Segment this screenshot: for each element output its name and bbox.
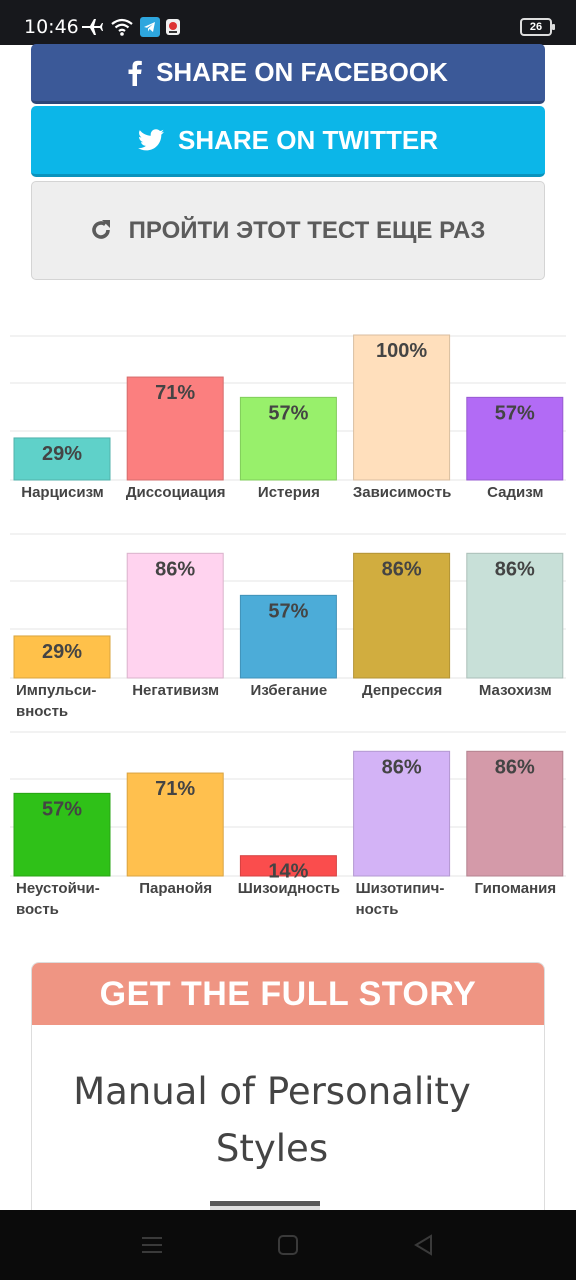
bar <box>126 376 224 481</box>
data-label: 14% <box>268 861 308 883</box>
bar <box>353 334 451 481</box>
chart-3-svg: 57% 71% 14% 86% 86% <box>10 731 566 883</box>
full-story-header: GET THE FULL STORY <box>32 963 544 1025</box>
data-label: 57% <box>495 402 535 424</box>
data-label: 57% <box>268 402 308 424</box>
home-icon[interactable] <box>276 1234 300 1256</box>
bar <box>466 396 564 481</box>
status-bar: 10:46 26 <box>0 0 576 45</box>
facebook-icon <box>128 60 142 86</box>
bar <box>466 750 564 877</box>
bar <box>13 437 111 481</box>
category-label: Шизоидность <box>237 880 340 897</box>
category-label: Мазохизм <box>478 682 552 699</box>
bar <box>239 396 337 481</box>
data-label: 86% <box>495 558 535 580</box>
chart-2: 29% 86% 57% 86% 86% Импульси-вность Негативиз… <box>10 518 566 720</box>
menu-icon[interactable] <box>140 1234 164 1256</box>
category-label: Диссоциация <box>125 484 226 501</box>
bar <box>466 552 564 679</box>
refresh-icon <box>89 218 113 242</box>
chart-2-svg: 29% 86% 57% 86% 86% <box>10 533 566 679</box>
share-facebook-label: SHARE ON FACEBOOK <box>156 57 448 87</box>
data-label: 100% <box>376 340 427 362</box>
wifi-icon <box>110 17 134 37</box>
data-label: 86% <box>382 558 422 580</box>
airplane-mode-icon <box>80 17 104 37</box>
bar <box>13 792 111 877</box>
back-icon[interactable] <box>412 1234 436 1256</box>
bar <box>126 772 224 877</box>
chart-1: 29% 71% 57% 100% 57% Нарцисизм Диссоциация Ист… <box>10 320 566 520</box>
category-label: Паранойя <box>139 880 213 897</box>
battery-indicator: 26 <box>520 18 555 36</box>
category-label: Шизотипич-ность <box>355 880 445 918</box>
share-twitter-button[interactable]: SHARE ON TWITTER <box>31 106 545 177</box>
twitter-icon <box>138 129 164 151</box>
category-label: Избегание <box>250 682 328 699</box>
category-label: Истерия <box>257 484 320 501</box>
data-label: 57% <box>268 600 308 622</box>
category-label: Гипомания <box>474 880 557 897</box>
book-title[interactable]: Manual of Personality Styles <box>73 1070 471 1170</box>
data-label: 71% <box>155 382 195 404</box>
telegram-icon <box>140 17 160 37</box>
bar <box>353 552 451 679</box>
bar <box>126 552 224 679</box>
category-label: Зависимость <box>352 484 452 501</box>
chart-1-svg: 29% 71% 57% 100% 57% <box>10 334 566 481</box>
category-label: Депрессия <box>361 682 443 699</box>
retake-test-label: ПРОЙТИ ЭТОТ ТЕСТ ЕЩЕ РАЗ <box>128 217 486 244</box>
category-label: Нарцисизм <box>21 484 104 501</box>
data-label: 71% <box>155 778 195 800</box>
category-label: Негативизм <box>132 682 220 699</box>
chart-3: 57% 71% 14% 86% 86% Неустойчи-вость Паранойя Ш… <box>10 716 566 918</box>
share-twitter-label: SHARE ON TWITTER <box>178 124 438 155</box>
data-label: 86% <box>155 558 195 580</box>
data-label: 29% <box>42 443 82 465</box>
app-notification-icon <box>164 17 182 37</box>
bar <box>239 855 337 877</box>
share-facebook-button[interactable]: SHARE ON FACEBOOK <box>31 44 545 104</box>
status-time: 10:46 <box>24 16 79 38</box>
full-story-card[interactable]: GET THE FULL STORY Manual of Personality… <box>31 962 545 1222</box>
retake-test-button[interactable]: ПРОЙТИ ЭТОТ ТЕСТ ЕЩЕ РАЗ <box>31 181 545 280</box>
data-label: 86% <box>382 756 422 778</box>
category-label: Садизм <box>487 484 544 501</box>
data-label: 86% <box>495 756 535 778</box>
data-label: 29% <box>42 641 82 663</box>
bar <box>239 594 337 679</box>
bar <box>13 635 111 679</box>
category-label: Неустойчи-вость <box>16 880 100 918</box>
navigation-bar <box>0 1210 576 1280</box>
category-label: Импульси-вность <box>16 682 97 720</box>
bar <box>353 750 451 877</box>
data-label: 57% <box>42 798 82 820</box>
